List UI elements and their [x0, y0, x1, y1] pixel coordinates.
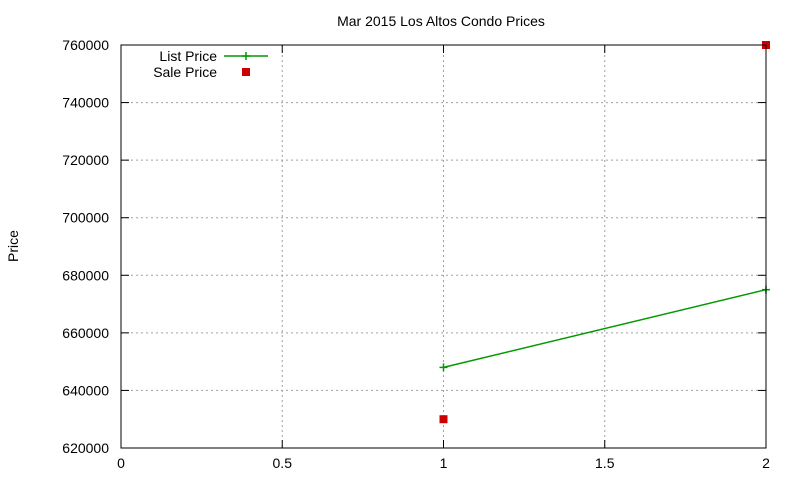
- x-tick-label: 2: [762, 455, 770, 471]
- legend-swatch-sale-price: [242, 68, 250, 76]
- list-price-line: [443, 288, 767, 369]
- sale-price-point: [439, 415, 448, 424]
- y-tick-label: 720000: [62, 152, 109, 168]
- y-tick-label: 700000: [62, 210, 109, 226]
- legend-label-sale-price: Sale Price: [153, 64, 217, 80]
- chart-title: Mar 2015 Los Altos Condo Prices: [337, 13, 545, 29]
- y-tick-label: 760000: [62, 37, 109, 53]
- y-tick-label: 620000: [62, 440, 109, 456]
- legend-label-list-price: List Price: [159, 48, 217, 64]
- plot-frame: [120, 44, 767, 449]
- x-tick-label: 0.5: [273, 455, 293, 471]
- y-tick-label: 740000: [62, 95, 109, 111]
- x-tick-label: 1.5: [595, 455, 615, 471]
- list-price-point: [439, 363, 448, 372]
- legend-marker-list-price: [242, 52, 250, 60]
- y-tick-label: 640000: [62, 382, 109, 398]
- y-tick-label: 660000: [62, 325, 109, 341]
- grid: [121, 45, 766, 448]
- x-tick-label: 1: [440, 455, 448, 471]
- y-tick-label: 680000: [62, 267, 109, 283]
- y-axis-label: Price: [5, 230, 21, 262]
- axis-ticks: 620000 640000 660000 680000 700000 720000 7400…: [62, 37, 770, 471]
- x-tick-label: 0: [117, 455, 125, 471]
